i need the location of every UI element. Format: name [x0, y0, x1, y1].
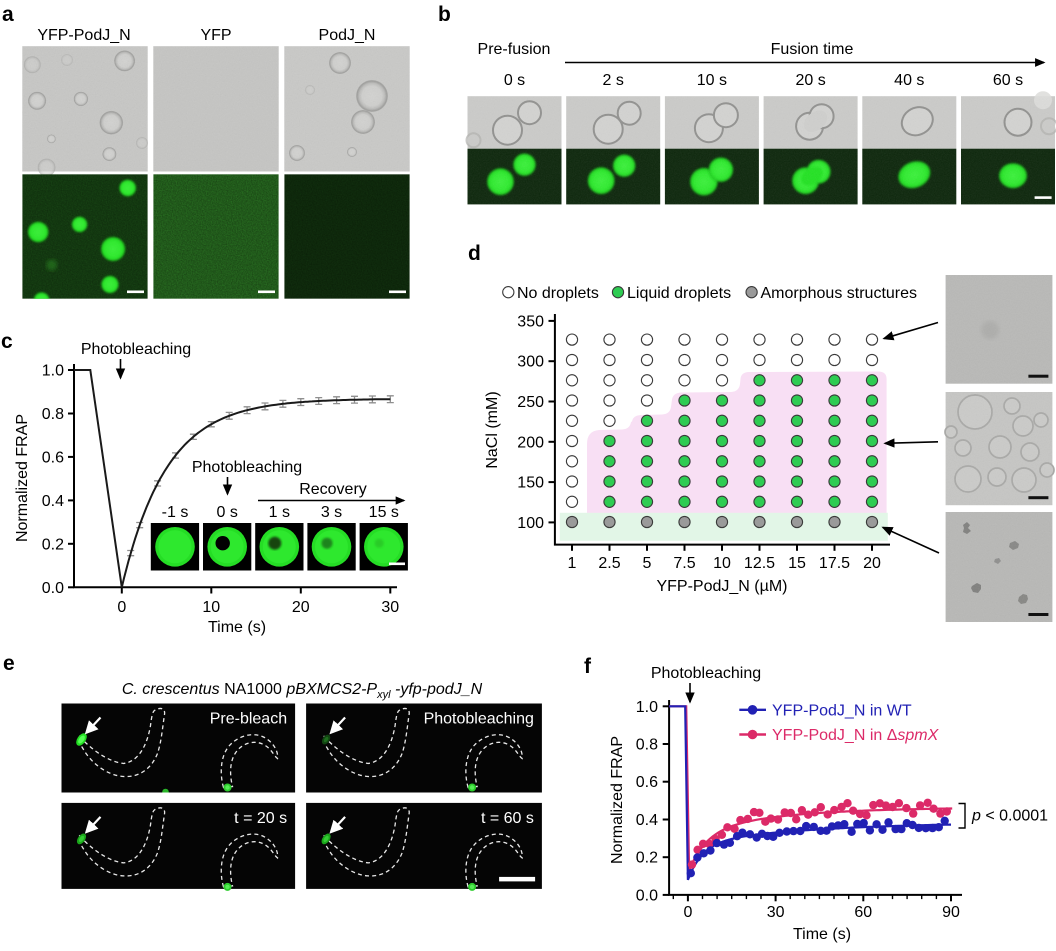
- svg-text:300: 300: [517, 354, 544, 371]
- svg-text:t = 60 s: t = 60 s: [481, 810, 534, 827]
- svg-text:0 s: 0 s: [504, 72, 525, 89]
- svg-text:Time (s): Time (s): [208, 619, 266, 636]
- svg-text:d: d: [468, 242, 481, 265]
- svg-text:2.5: 2.5: [598, 555, 620, 572]
- svg-text:p < 0.0001: p < 0.0001: [971, 808, 1048, 825]
- svg-text:Pre-fusion: Pre-fusion: [478, 41, 551, 58]
- svg-text:0.0: 0.0: [636, 887, 658, 904]
- svg-text:-1 s: -1 s: [162, 504, 189, 521]
- svg-text:0.2: 0.2: [42, 536, 64, 553]
- svg-text:0.4: 0.4: [636, 812, 658, 829]
- svg-text:2 s: 2 s: [603, 72, 624, 89]
- svg-text:0.4: 0.4: [42, 493, 64, 510]
- svg-text:3 s: 3 s: [321, 504, 342, 521]
- svg-text:150: 150: [517, 475, 544, 492]
- svg-text:200: 200: [517, 434, 544, 451]
- svg-text:17.5: 17.5: [819, 555, 850, 572]
- svg-text:NaCl (mM): NaCl (mM): [484, 391, 501, 468]
- svg-text:c: c: [1, 330, 13, 353]
- svg-text:15: 15: [788, 555, 806, 572]
- svg-text:PodJ_N: PodJ_N: [319, 27, 376, 44]
- svg-text:0.2: 0.2: [636, 850, 658, 867]
- svg-text:0.0: 0.0: [42, 580, 64, 597]
- svg-text:Pre-bleach: Pre-bleach: [210, 711, 287, 728]
- svg-text:Normalized FRAP: Normalized FRAP: [609, 736, 626, 864]
- svg-text:Photobleaching: Photobleaching: [81, 341, 191, 358]
- svg-text:YFP-PodJ_N: YFP-PodJ_N: [37, 27, 130, 44]
- svg-text:100: 100: [517, 515, 544, 532]
- svg-text:40 s: 40 s: [894, 72, 924, 89]
- svg-text:Photobleaching: Photobleaching: [192, 459, 302, 476]
- svg-text:60: 60: [854, 904, 872, 921]
- svg-text:10: 10: [713, 555, 731, 572]
- svg-text:90: 90: [942, 904, 960, 921]
- svg-text:Time (s): Time (s): [793, 926, 851, 943]
- svg-text:Normalized FRAP: Normalized FRAP: [14, 414, 31, 542]
- svg-text:0: 0: [117, 599, 126, 616]
- svg-text:10: 10: [202, 599, 220, 616]
- svg-text:30: 30: [381, 599, 399, 616]
- svg-text:20 s: 20 s: [795, 72, 825, 89]
- svg-text:350: 350: [517, 313, 544, 330]
- svg-text:30: 30: [767, 904, 785, 921]
- svg-text:15 s: 15 s: [369, 504, 399, 521]
- svg-text:No droplets: No droplets: [517, 285, 599, 302]
- svg-text:0.8: 0.8: [636, 737, 658, 754]
- svg-text:12.5: 12.5: [744, 555, 775, 572]
- svg-text:1: 1: [568, 555, 577, 572]
- svg-text:b: b: [438, 3, 451, 26]
- svg-text:YFP-PodJ_N (µM): YFP-PodJ_N (µM): [656, 578, 787, 595]
- svg-text:YFP-PodJ_N in WT: YFP-PodJ_N in WT: [772, 703, 912, 720]
- svg-text:a: a: [2, 3, 14, 26]
- svg-text:10 s: 10 s: [697, 72, 727, 89]
- svg-text:0.6: 0.6: [636, 774, 658, 791]
- svg-text:20: 20: [292, 599, 310, 616]
- svg-text:YFP-PodJ_N in ΔspmX: YFP-PodJ_N in ΔspmX: [772, 727, 940, 744]
- svg-text:7.5: 7.5: [673, 555, 695, 572]
- svg-text:20: 20: [863, 555, 881, 572]
- svg-text:Amorphous structures: Amorphous structures: [761, 285, 918, 302]
- svg-text:1 s: 1 s: [269, 504, 290, 521]
- svg-text:0: 0: [683, 904, 692, 921]
- svg-text:YFP: YFP: [200, 27, 231, 44]
- svg-text:Liquid droplets: Liquid droplets: [627, 285, 731, 302]
- svg-text:Recovery: Recovery: [299, 481, 367, 498]
- svg-text:e: e: [3, 652, 15, 675]
- svg-text:60 s: 60 s: [993, 72, 1023, 89]
- svg-text:t = 20 s: t = 20 s: [234, 810, 287, 827]
- svg-text:5: 5: [643, 555, 652, 572]
- svg-text:Fusion time: Fusion time: [771, 41, 854, 58]
- svg-text:Photobleaching: Photobleaching: [424, 711, 534, 728]
- svg-text:250: 250: [517, 394, 544, 411]
- svg-text:Photobleaching: Photobleaching: [651, 665, 761, 682]
- svg-text:0 s: 0 s: [217, 504, 238, 521]
- svg-text:0.6: 0.6: [42, 449, 64, 466]
- svg-text:1.0: 1.0: [42, 363, 64, 380]
- svg-text:f: f: [584, 655, 592, 678]
- svg-text:1.0: 1.0: [636, 699, 658, 716]
- svg-text:0.8: 0.8: [42, 406, 64, 423]
- svg-text:C. crescentus NA1000 pBXMCS2-: C. crescentus NA1000 pBXMCS2-Pxyl -yfp-p…: [122, 681, 483, 701]
